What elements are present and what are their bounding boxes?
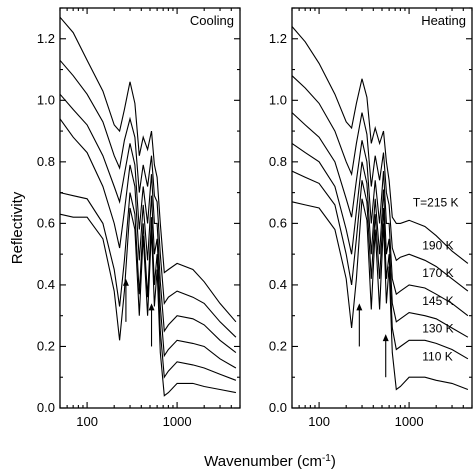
spectrum-line-1-4 [291, 170, 469, 360]
x-axis-title-close: ) [331, 453, 336, 470]
spectrum-line-1-0 [291, 26, 469, 264]
temperature-label: 130 K [422, 322, 453, 336]
arrow-head [148, 303, 155, 311]
panel-title: Heating [421, 13, 466, 28]
x-tick-label: 1000 [395, 414, 424, 429]
y-tick-label: 0.6 [269, 215, 287, 230]
temperature-label: T=215 K [413, 195, 459, 209]
spectrum-line-0-3 [59, 118, 237, 369]
temperature-label: 110 K [422, 349, 452, 363]
panel-title: Cooling [190, 13, 234, 28]
temperature-label: 145 K [422, 294, 453, 308]
x-tick-label: 1000 [163, 414, 192, 429]
y-tick-label: 1.0 [269, 92, 287, 107]
spectrum-line-0-5 [59, 207, 237, 397]
x-axis-title-exponent: -1 [322, 453, 331, 464]
arrow-head [122, 278, 129, 286]
y-tick-label: 0.6 [37, 215, 55, 230]
arrow-head [382, 334, 389, 342]
y-tick-label: 1.2 [37, 31, 55, 46]
x-axis-title-text: Wavenumber (cm [204, 453, 322, 470]
x-tick-label: 100 [308, 414, 330, 429]
x-tick-label: 100 [76, 414, 98, 429]
y-tick-label: 1.0 [37, 92, 55, 107]
temperature-label: 190 K [422, 239, 453, 253]
spectrum-line-1-3 [291, 142, 469, 338]
spectrum-line-1-1 [291, 75, 469, 292]
y-tick-label: 0.2 [269, 338, 287, 353]
y-tick-label: 0.4 [269, 277, 287, 292]
spectrum-line-0-4 [59, 192, 237, 381]
y-tick-label: 0.2 [37, 338, 55, 353]
x-axis-title: Wavenumber (cm-1) [204, 453, 336, 471]
spectrum-line-0-1 [59, 59, 237, 338]
plot-frame-0 [59, 7, 241, 409]
y-tick-label: 0.0 [37, 400, 55, 415]
spectrum-line-1-2 [291, 112, 469, 317]
y-tick-label: 0.8 [37, 154, 55, 169]
y-tick-label: 1.2 [269, 31, 287, 46]
spectrum-line-1-5 [291, 198, 469, 391]
spectrum-line-0-2 [59, 93, 237, 354]
temperature-label: 170 K [422, 266, 453, 280]
y-tick-label: 0.4 [37, 277, 55, 292]
spectrum-line-0-0 [59, 16, 237, 323]
y-tick-label: 0.8 [269, 154, 287, 169]
y-tick-label: 0.0 [269, 400, 287, 415]
y-axis-title: Reflectivity [9, 191, 26, 264]
arrow-head [356, 303, 363, 311]
